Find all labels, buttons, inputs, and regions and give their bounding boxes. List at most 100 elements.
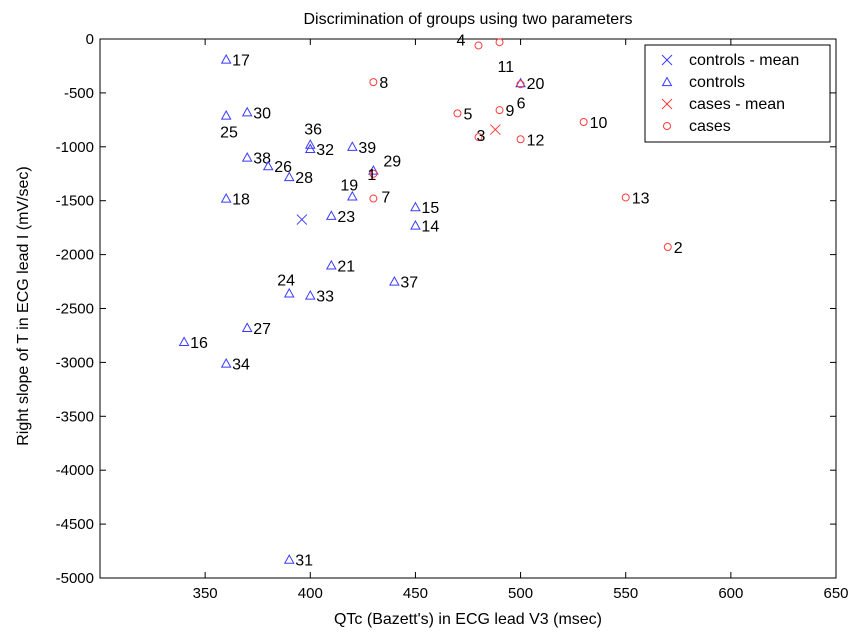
point-label: 27 — [253, 321, 271, 338]
x-tick-label: 550 — [613, 585, 638, 602]
y-tick-label: -4500 — [56, 516, 94, 533]
x-tick-label: 650 — [823, 585, 848, 602]
point-label: 28 — [295, 170, 313, 187]
point-label: 17 — [232, 52, 250, 69]
series-cases-mean — [489, 124, 501, 135]
data-point — [495, 106, 504, 115]
point-label: 18 — [232, 192, 250, 209]
y-tick-label: -5000 — [56, 570, 94, 587]
series-controls-mean — [296, 214, 308, 225]
data-point — [474, 133, 483, 142]
series-cases: 4 11 8 6 5 9 10 3 12 17 13 2 — [367, 32, 682, 257]
point-label: 13 — [632, 190, 650, 207]
x-tick-label: 600 — [718, 585, 743, 602]
legend-label: controls — [689, 74, 745, 91]
y-tick-label: -1500 — [56, 193, 94, 210]
point-label: 37 — [400, 275, 418, 292]
data-point — [453, 109, 462, 118]
point-label: 9 — [506, 103, 515, 120]
point-label: 25 — [220, 125, 238, 142]
point-label: 36 — [304, 122, 322, 139]
point-label: 23 — [337, 209, 355, 226]
point-label: 1 — [367, 167, 376, 184]
data-point — [346, 141, 358, 151]
y-tick-label: -4000 — [56, 462, 94, 479]
data-point — [516, 135, 525, 144]
data-point — [474, 41, 483, 50]
data-point — [241, 106, 253, 117]
point-label: 26 — [274, 159, 292, 176]
data-point — [241, 152, 253, 162]
legend-label: cases — [689, 118, 731, 135]
legend-label: controls - mean — [689, 52, 799, 69]
point-label: 29 — [383, 154, 401, 171]
data-point — [389, 276, 400, 286]
legend-marker — [661, 76, 673, 87]
data-point — [325, 210, 337, 220]
data-point — [515, 77, 526, 88]
data-point — [663, 243, 672, 252]
data-point — [283, 171, 295, 182]
x-tick-label: 500 — [508, 585, 533, 602]
point-label: 6 — [517, 95, 526, 112]
y-tick-label: -1000 — [56, 139, 94, 156]
data-point — [346, 190, 358, 201]
point-label: 3 — [477, 128, 486, 145]
data-point — [369, 78, 378, 87]
y-tick-label: -3500 — [56, 408, 94, 425]
point-label: 20 — [527, 76, 545, 93]
data-point — [368, 164, 379, 175]
legend-marker — [663, 122, 671, 130]
data-point — [369, 194, 378, 203]
point-label: 30 — [253, 105, 271, 122]
y-axis-label: Right slope of T in ECG lead I (mV/sec) — [15, 166, 32, 446]
data-point — [220, 53, 232, 64]
point-label: 15 — [421, 200, 439, 217]
y-tick-label: 0 — [86, 31, 94, 48]
point-label: 8 — [379, 75, 388, 92]
point-label: 5 — [463, 106, 472, 123]
data-point — [220, 110, 232, 120]
point-label: 38 — [253, 151, 271, 168]
legend-box — [644, 44, 831, 143]
point-label: 12 — [527, 132, 545, 149]
data-point — [241, 322, 253, 333]
data-point — [489, 124, 501, 135]
chart-title: Discrimination of groups using two param… — [303, 11, 632, 28]
legend-marker — [661, 98, 673, 110]
point-label: 33 — [316, 289, 334, 306]
legend-label: cases - mean — [689, 96, 785, 113]
y-tick-label: -500 — [64, 85, 94, 102]
point-label: 2 — [674, 240, 683, 257]
legend: controls - mean controls cases - mean cases — [644, 44, 831, 143]
x-tick-label: 450 — [403, 585, 428, 602]
data-point — [410, 219, 421, 230]
data-point — [283, 287, 295, 298]
data-point — [495, 38, 504, 47]
x-tick-label: 400 — [298, 585, 323, 602]
point-label: 31 — [295, 553, 313, 570]
data-point — [178, 336, 190, 347]
point-label: 21 — [337, 258, 355, 275]
data-point — [369, 169, 378, 178]
point-label: 39 — [358, 140, 376, 157]
x-axis-label: QTc (Bazett's) in ECG lead V3 (msec) — [334, 611, 602, 628]
legend-marker — [661, 54, 673, 66]
data-point — [220, 193, 232, 203]
data-point — [283, 554, 295, 564]
data-point — [304, 143, 316, 154]
y-tick-label: -3000 — [56, 354, 94, 371]
point-label: 19 — [340, 177, 358, 194]
data-point — [325, 259, 337, 270]
axis-ticks: 350 400 450 500 550 600 650 0 -500 -1000 -1500 -200… — [56, 31, 849, 602]
data-point — [579, 118, 588, 127]
data-point — [621, 193, 630, 202]
data-point — [410, 201, 421, 212]
x-tick-label: 350 — [193, 585, 218, 602]
data-point — [304, 139, 316, 149]
y-tick-label: -2500 — [56, 301, 94, 318]
data-point — [220, 357, 232, 368]
